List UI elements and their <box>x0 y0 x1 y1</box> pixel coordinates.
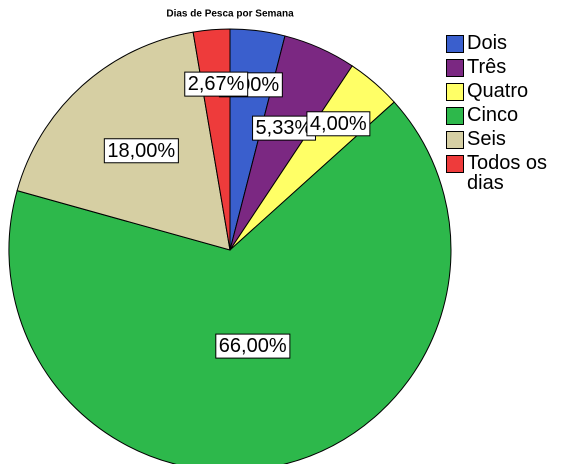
legend-item: Todos os dias <box>446 153 564 193</box>
data-label: 66,00% <box>215 333 291 359</box>
data-label: 18,00% <box>103 138 179 164</box>
legend-item: Quatro <box>446 81 564 101</box>
legend-label: Todos os dias <box>467 152 548 194</box>
chart-title: Dias de Pesca por Semana <box>166 9 294 20</box>
legend-label: Três <box>467 56 507 78</box>
legend-swatch <box>446 59 464 77</box>
data-label-box <box>215 333 291 359</box>
legend-swatch <box>446 35 464 53</box>
legend-label: Dois <box>467 32 508 54</box>
data-label-text: 2,67% <box>188 73 245 95</box>
data-label-text: 5,33% <box>256 117 313 139</box>
data-label-text: 18,00% <box>107 140 175 162</box>
legend-item: Cinco <box>446 105 564 125</box>
legend-swatch <box>446 131 464 149</box>
legend: Dois Três Quatro Cinco Seis Todos os dias <box>446 33 564 197</box>
data-label-box <box>184 71 249 97</box>
data-label: 5,33% <box>252 115 316 141</box>
data-label: 2,67% <box>184 71 249 97</box>
data-label-box <box>306 111 371 137</box>
pie-slice <box>8 101 452 464</box>
legend-item: Seis <box>446 129 564 149</box>
legend-item: Três <box>446 57 564 77</box>
legend-swatch <box>446 155 464 173</box>
legend-item: Dois <box>446 33 564 53</box>
legend-label: Quatro <box>467 80 529 102</box>
data-label-text: 66,00% <box>219 335 287 357</box>
data-label-box <box>103 138 179 164</box>
legend-swatch <box>446 83 464 101</box>
legend-label: Seis <box>467 128 506 150</box>
legend-label: Cinco <box>467 104 519 126</box>
data-label-text: 4,00% <box>310 113 367 135</box>
legend-swatch <box>446 107 464 125</box>
data-label: 4,00% <box>306 111 371 137</box>
